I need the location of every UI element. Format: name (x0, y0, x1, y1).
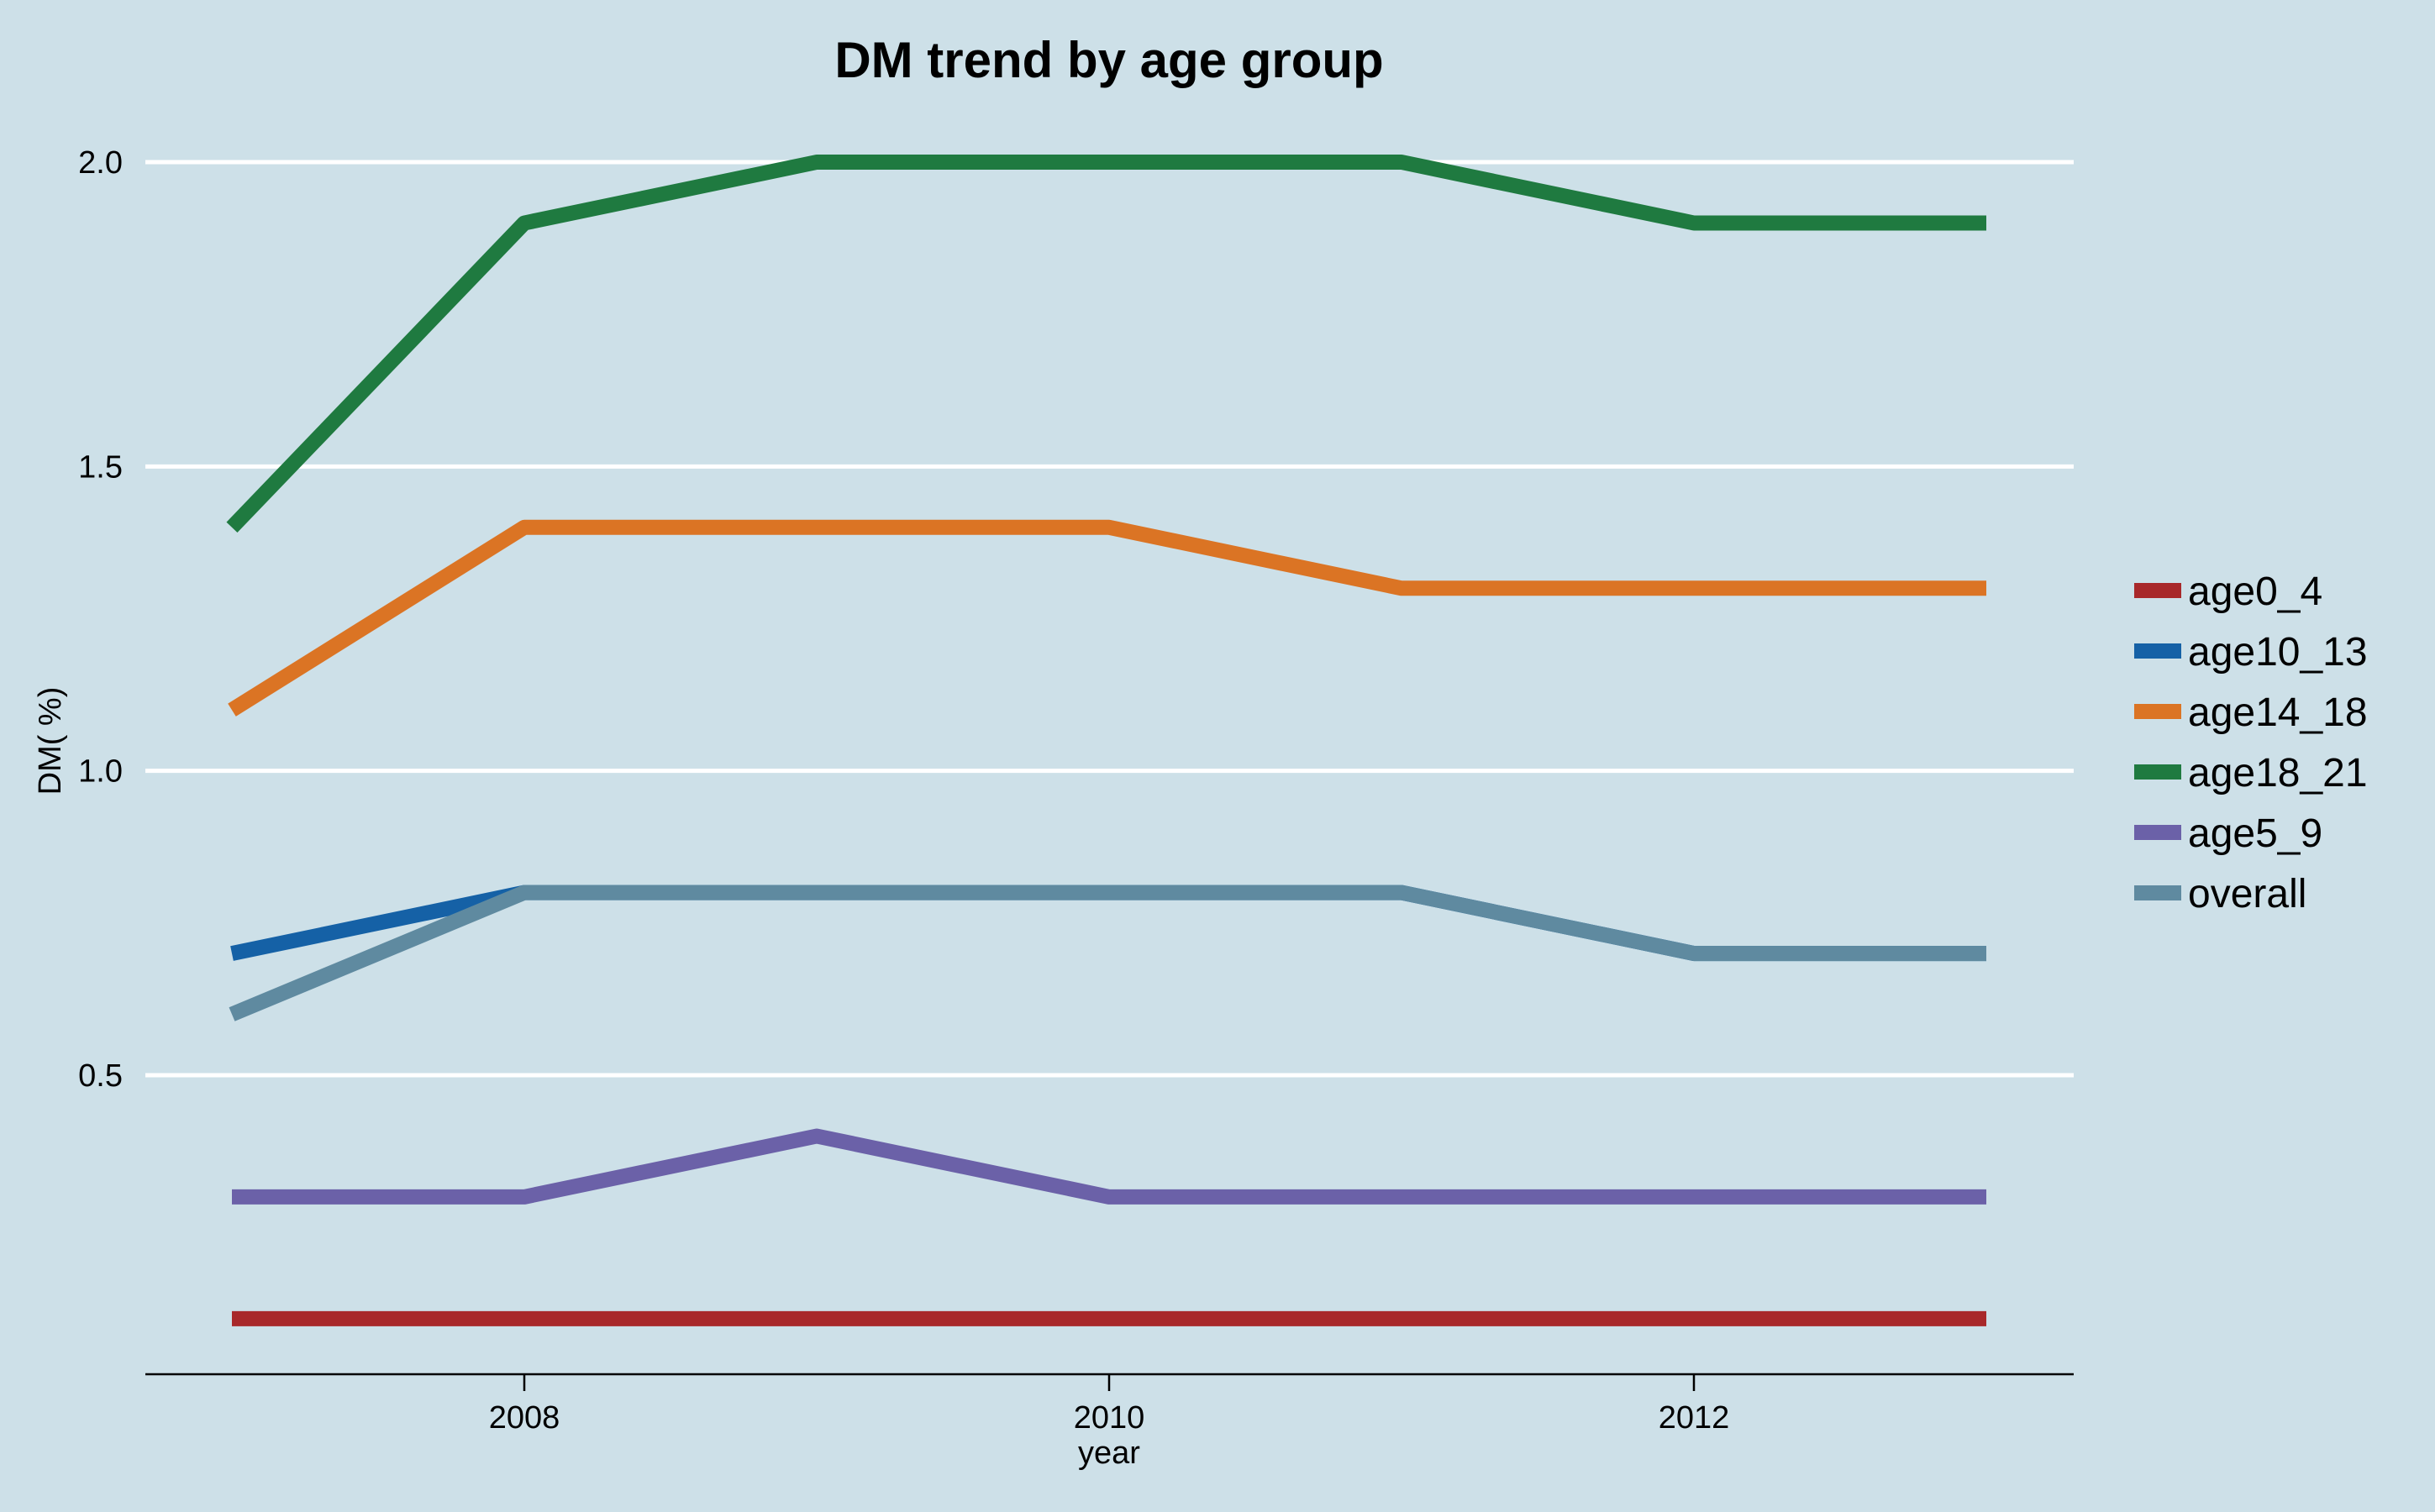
x-axis: 2008 2010 2012 (145, 1373, 2074, 1436)
series-lines (226, 155, 1986, 1326)
series-line-age14-18 (228, 519, 1986, 717)
legend-label: overall (2188, 872, 2306, 916)
y-axis-label: DM( %) (33, 687, 68, 795)
legend-label: age14_18 (2188, 690, 2368, 735)
legend-swatch (2134, 704, 2181, 719)
legend-swatch (2134, 583, 2181, 598)
legend-swatch (2134, 825, 2181, 840)
y-tick-label: 1.5 (78, 449, 123, 485)
legend-label: age18_21 (2188, 751, 2368, 795)
series-line-age18-21 (226, 155, 1986, 533)
legend-label: age0_4 (2188, 570, 2322, 614)
x-tick-label: 2012 (1659, 1400, 1730, 1436)
legend-label: age5_9 (2188, 811, 2322, 856)
x-tick-label: 2010 (1074, 1400, 1145, 1436)
series-line-overall (229, 885, 1986, 1021)
legend: age0_4 age10_13 age14_18 age18_21 age5_9over… (2134, 570, 2368, 916)
x-tick-label: 2008 (489, 1400, 560, 1436)
y-tick-label: 1.0 (78, 754, 123, 790)
legend-swatch (2134, 764, 2181, 780)
legend-swatch (2134, 643, 2181, 659)
y-tick-label: 0.5 (78, 1058, 123, 1094)
legend-swatch (2134, 885, 2181, 900)
chart-title: DM trend by age group (834, 32, 1383, 88)
y-tick-label: 2.0 (78, 145, 123, 181)
x-axis-label: year (1078, 1436, 1140, 1471)
legend-label: age10_13 (2188, 630, 2368, 675)
series-line-age5-9 (232, 1128, 1986, 1205)
